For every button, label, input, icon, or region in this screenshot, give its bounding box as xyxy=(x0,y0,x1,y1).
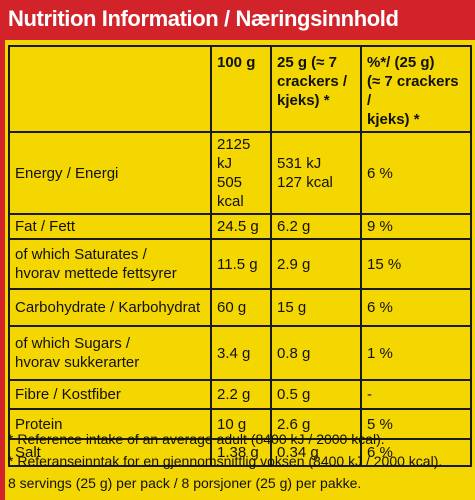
column-header: 25 g (≈ 7 crackers / kjeks) * xyxy=(270,45,362,133)
nutrient-value: 6 % xyxy=(360,438,472,467)
nutrient-row: Energy / Energi 2125 kJ 505 kcal 531 kJ 127 … xyxy=(8,131,472,215)
cell-line: 9 % xyxy=(367,218,393,235)
nutrient-value: 24.5 g xyxy=(210,213,272,240)
nutrient-value: 0.5 g xyxy=(270,379,362,410)
cell-line: hvorav sukkerarter xyxy=(15,354,140,371)
nutrient-value: 60 g xyxy=(210,288,272,327)
nutrient-value: 2.6 g xyxy=(270,408,362,440)
nutrient-label: Energy / Energi xyxy=(8,131,212,215)
nutrient-value: 2.2 g xyxy=(210,379,272,410)
cell-line: kjeks) * xyxy=(277,92,330,109)
cell-line: 2125 kJ xyxy=(217,136,251,172)
nutrient-row: of which Saturates / hvorav mettede fetts… xyxy=(8,238,472,290)
nutrient-label: Fat / Fett xyxy=(8,213,212,240)
nutrient-value: 6 % xyxy=(360,131,472,215)
cell-line: 100 g xyxy=(217,54,256,71)
title-band xyxy=(0,0,475,40)
nutrient-value: 15 g xyxy=(270,288,362,327)
nutrient-value: 2125 kJ 505 kcal xyxy=(210,131,272,215)
cell-line: 25 g (≈ 7 xyxy=(277,54,337,71)
cell-line: 1.38 g xyxy=(217,444,259,461)
header-row: 100 g 25 g (≈ 7 crackers / kjeks) * %*/ (25 … xyxy=(8,45,472,133)
nutrition-table: 100 g 25 g (≈ 7 crackers / kjeks) * %*/ (25 … xyxy=(8,45,472,467)
nutrient-label: Salt xyxy=(8,438,212,467)
nutrient-label: Carbohydrate / Karbohydrat xyxy=(8,288,212,327)
column-header: %*/ (25 g) (≈ 7 crackers / kjeks) * xyxy=(360,45,472,133)
cell-line: of which Saturates / xyxy=(15,246,147,263)
cell-line: of which Sugars / xyxy=(15,335,131,352)
cell-line: 0.34 g xyxy=(277,444,319,461)
cell-line: hvorav mettede fettsyrer xyxy=(15,265,177,282)
nutrient-value: 9 % xyxy=(360,213,472,240)
nutrient-row: of which Sugars / hvorav sukkerarter 3.4 g… xyxy=(8,325,472,381)
cell-line: %*/ (25 g) xyxy=(367,54,435,71)
nutrient-row: Salt 1.38 g 0.34 g 6 % xyxy=(8,438,472,467)
cell-line: Fat / Fett xyxy=(15,218,76,235)
nutrient-row: Carbohydrate / Karbohydrat 60 g 15 g 6 % xyxy=(8,288,472,327)
cell-line: 5 % xyxy=(367,415,393,433)
table-body: 100 g 25 g (≈ 7 crackers / kjeks) * %*/ (25 … xyxy=(8,45,472,467)
nutrient-value: 15 % xyxy=(360,238,472,290)
nutrient-row: Fat / Fett 24.5 g 6.2 g 9 % xyxy=(8,213,472,240)
cell-line: 1 % xyxy=(367,344,393,362)
cell-line: 2.2 g xyxy=(217,386,251,403)
cell-line: 505 kcal xyxy=(217,174,244,210)
cell-line: 6 % xyxy=(367,444,393,461)
nutrient-value: 1 % xyxy=(360,325,472,381)
cell-line: 60 g xyxy=(217,299,247,316)
cell-line: kjeks) * xyxy=(367,111,420,128)
nutrient-row: Fibre / Kostfiber 2.2 g 0.5 g - xyxy=(8,379,472,410)
cell-line: Fibre / Kostfiber xyxy=(15,386,121,403)
cell-line: 6 % xyxy=(367,299,393,316)
nutrient-value: 2.9 g xyxy=(270,238,362,290)
cell-line: 531 kJ xyxy=(277,155,322,172)
nutrient-label: of which Saturates / hvorav mettede fetts… xyxy=(8,238,212,290)
cell-line: 6.2 g xyxy=(277,218,311,235)
nutrient-value: 6 % xyxy=(360,288,472,327)
nutrient-label: of which Sugars / hvorav sukkerarter xyxy=(8,325,212,381)
nutrient-value: 531 kJ 127 kcal xyxy=(270,131,362,215)
cell-line: 2.6 g xyxy=(277,415,311,433)
nutrient-value: 10 g xyxy=(210,408,272,440)
cell-line: 15 % xyxy=(367,255,402,273)
cell-line: 0.8 g xyxy=(277,344,311,362)
cell-line: 15 g xyxy=(277,299,307,316)
corner-cell xyxy=(8,45,212,133)
nutrient-value: 6.2 g xyxy=(270,213,362,240)
red-edge xyxy=(0,0,5,500)
title: Nutrition Information / Næringsinnhold xyxy=(8,6,399,31)
column-header: 100 g xyxy=(210,45,272,133)
cell-line: Protein xyxy=(15,415,63,433)
footnote: 8 servings (25 g) per pack / 8 porsjoner… xyxy=(8,475,362,491)
nutrient-value: 0.34 g xyxy=(270,438,362,467)
nutrient-value: 5 % xyxy=(360,408,472,440)
nutrient-value: 1.38 g xyxy=(210,438,272,467)
nutrient-value: 3.4 g xyxy=(210,325,272,381)
nutrient-value: 11.5 g xyxy=(210,238,272,290)
nutrient-value: - xyxy=(360,379,472,410)
cell-line: 3.4 g xyxy=(217,344,251,362)
cell-line: - xyxy=(367,386,372,403)
footnote: * Reference intake of an average adult (… xyxy=(8,431,385,447)
nutrient-row: Protein 10 g 2.6 g 5 % xyxy=(8,408,472,440)
cell-line: 0.5 g xyxy=(277,386,311,403)
footnote: * Referanseinntak for en gjennomsnittlig… xyxy=(8,453,443,469)
nutrient-label: Fibre / Kostfiber xyxy=(8,379,212,410)
cell-line: (≈ 7 crackers / xyxy=(367,73,459,109)
nutrient-value: 0.8 g xyxy=(270,325,362,381)
cell-line: Carbohydrate / Karbohydrat xyxy=(15,299,201,316)
cell-line: 127 kcal xyxy=(277,174,333,191)
cell-line: 2.9 g xyxy=(277,255,311,273)
nutrient-label: Protein xyxy=(8,408,212,440)
cell-line: 11.5 g xyxy=(217,255,258,273)
cell-line: crackers / xyxy=(277,73,348,90)
cell-line: 6 % xyxy=(367,164,393,182)
cell-line: Salt xyxy=(15,444,41,461)
cell-line: Energy / Energi xyxy=(15,164,119,182)
cell-line: 10 g xyxy=(217,415,247,433)
cell-line: 24.5 g xyxy=(217,218,259,235)
footnotes: * Reference intake of an average adult (… xyxy=(8,428,442,494)
